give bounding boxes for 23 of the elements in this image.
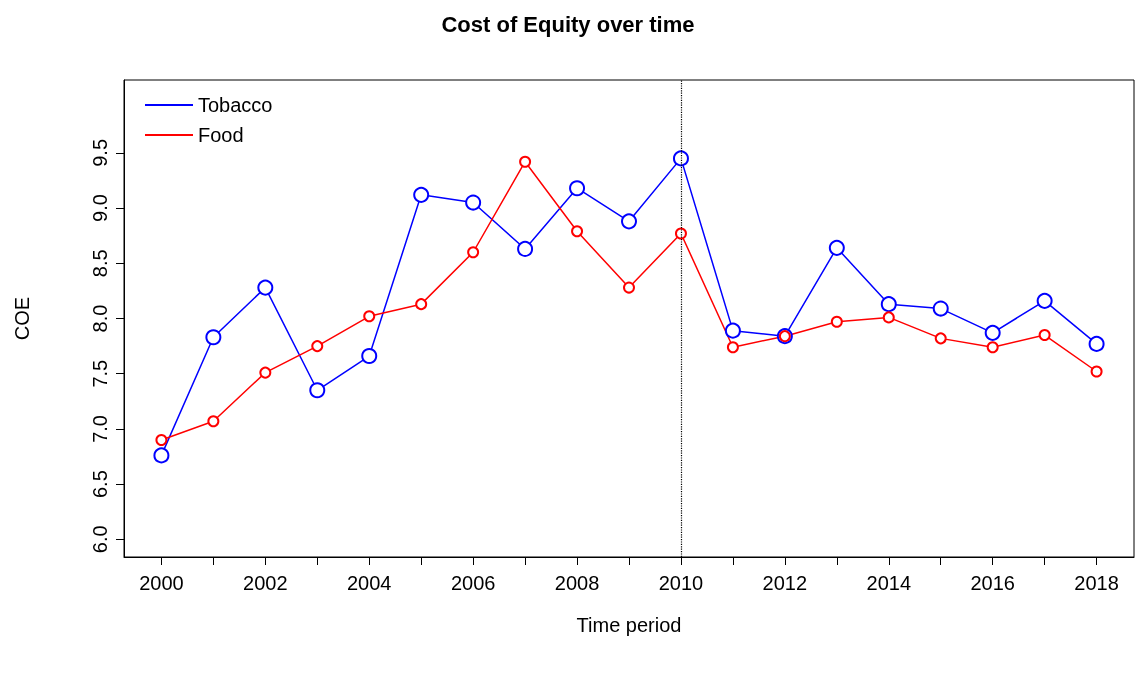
y-tick-label: 7.5 <box>89 359 111 388</box>
x-tick-label: 2018 <box>1074 572 1119 594</box>
x-tick-label: 2010 <box>658 572 704 594</box>
x-tick-label: 2002 <box>243 572 288 594</box>
x-tick-label: 2014 <box>866 572 912 594</box>
x-tick-label: 2012 <box>762 572 808 594</box>
y-tick-label: 9.0 <box>89 194 111 222</box>
y-tick-label: 6.0 <box>89 525 111 554</box>
x-tick-label: 2016 <box>970 572 1015 594</box>
y-tick-label: 8.5 <box>89 249 111 278</box>
legend-label: Food <box>198 124 244 146</box>
y-tick-label: 9.5 <box>89 138 111 167</box>
chart-title: Cost of Equity over time <box>441 11 695 37</box>
x-tick-label: 2004 <box>346 572 392 594</box>
legend-label: Tobacco <box>198 94 273 116</box>
x-tick-label: 2006 <box>450 572 496 594</box>
y-tick-label: 7.0 <box>89 415 111 443</box>
y-axis-title: COE <box>11 296 33 341</box>
x-axis-title: Time period <box>576 614 682 636</box>
x-tick-label: 2000 <box>139 572 184 594</box>
y-tick-label: 8.0 <box>89 304 111 333</box>
y-tick-label: 6.5 <box>89 470 111 499</box>
x-tick-label: 2008 <box>554 572 600 594</box>
